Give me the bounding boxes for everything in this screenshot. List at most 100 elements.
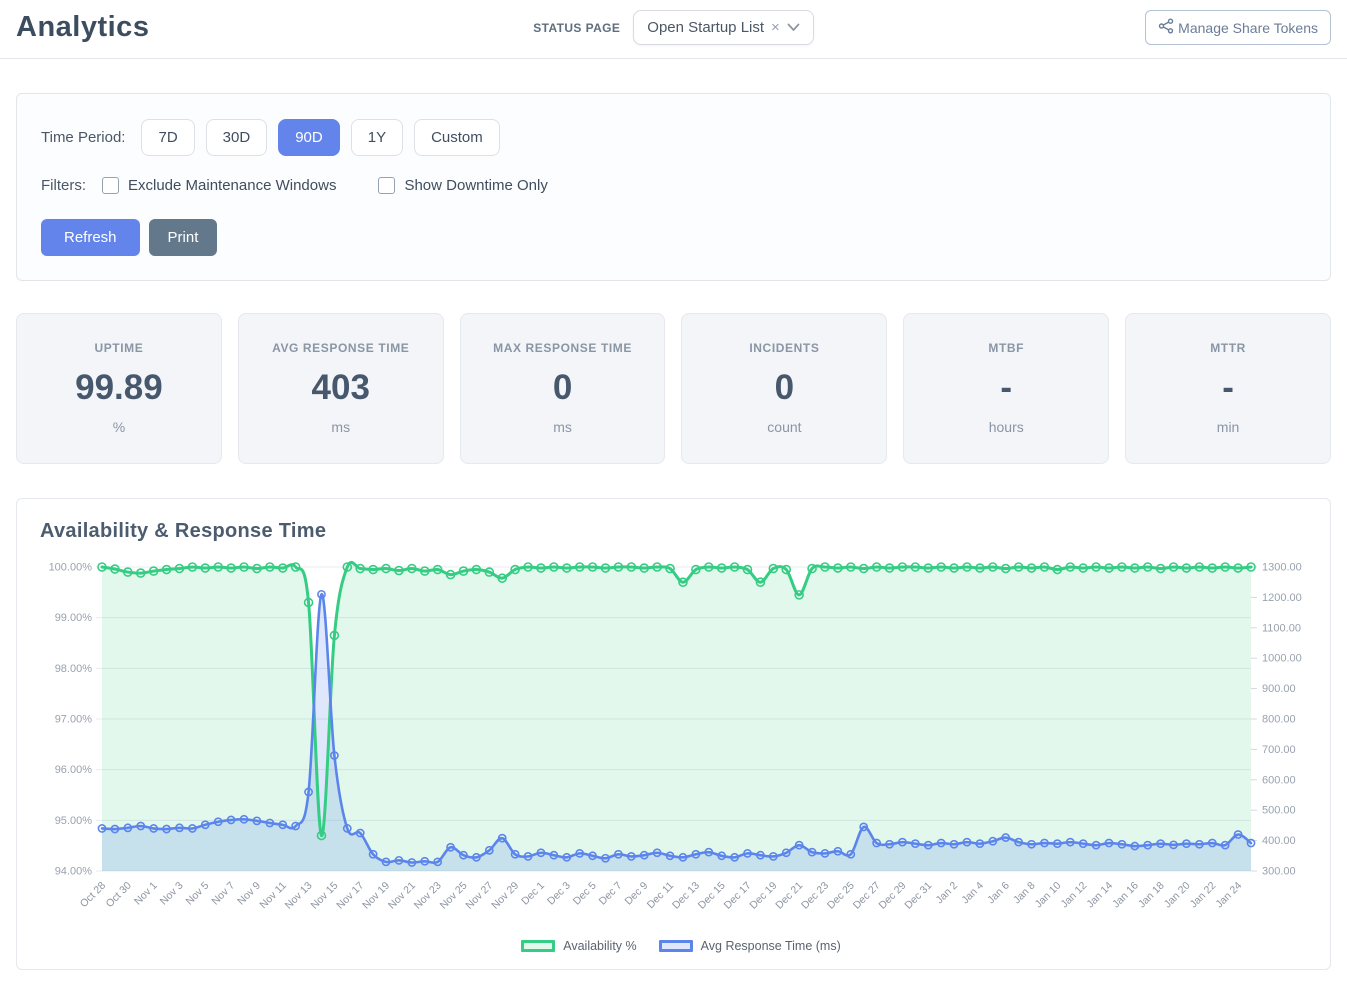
avg-response-time-ms-point bbox=[1207, 838, 1217, 848]
x-axis-tick: Dec 25 bbox=[825, 880, 857, 912]
availability-point bbox=[910, 562, 921, 572]
availability-point bbox=[1233, 563, 1243, 573]
stat-label-uptime: UPTIME bbox=[94, 341, 144, 355]
stat-label-mttr: MTTR bbox=[1210, 341, 1246, 355]
avg-response-time-ms-point bbox=[1117, 839, 1127, 849]
right-axis-tick: 700.00 bbox=[1262, 744, 1296, 756]
avg-response-time-ms-point bbox=[807, 847, 817, 857]
legend-label-avg-response-time-ms: Avg Response Time (ms) bbox=[700, 939, 841, 953]
availability-point bbox=[239, 562, 249, 572]
x-axis-tick: Dec 3 bbox=[545, 880, 573, 908]
clear-selection-icon[interactable]: × bbox=[771, 19, 780, 36]
availability-point bbox=[936, 562, 946, 572]
avg-response-time-ms-point bbox=[1001, 833, 1011, 842]
availability-point bbox=[445, 569, 456, 580]
availability-point bbox=[652, 562, 662, 572]
legend-item-avg-response-time-ms[interactable]: Avg Response Time (ms) bbox=[658, 939, 841, 953]
x-axis-tick: Dec 17 bbox=[722, 880, 754, 912]
avg-response-time-ms-point bbox=[252, 816, 262, 826]
legend-item-availability[interactable]: Availability % bbox=[521, 939, 637, 953]
availability-point bbox=[807, 563, 817, 574]
availability-point bbox=[1207, 563, 1218, 573]
availability-point bbox=[497, 573, 508, 583]
availability-point bbox=[923, 563, 934, 573]
availability-point bbox=[368, 564, 378, 575]
share-icon bbox=[1158, 18, 1174, 37]
x-axis-tick: Dec 7 bbox=[597, 880, 625, 908]
availability-point bbox=[858, 563, 869, 574]
x-axis-tick: Dec 11 bbox=[645, 880, 677, 912]
availability-point bbox=[1168, 562, 1179, 572]
stat-value-mttr: - bbox=[1222, 368, 1234, 407]
time-period-30d-button[interactable]: 30D bbox=[205, 119, 268, 156]
availability-point bbox=[975, 563, 985, 573]
x-axis-tick: Dec 27 bbox=[851, 880, 883, 912]
availability-point bbox=[1065, 562, 1076, 572]
avg-response-time-ms-point bbox=[936, 838, 946, 848]
availability-point bbox=[703, 562, 714, 572]
avg-response-time-ms-point bbox=[743, 848, 752, 858]
x-axis-tick: Oct 28 bbox=[78, 880, 108, 910]
chevron-down-icon bbox=[787, 23, 800, 32]
time-period-1y-button[interactable]: 1Y bbox=[350, 119, 404, 156]
time-period-custom-button[interactable]: Custom bbox=[414, 119, 500, 156]
exclude-maintenance-checkbox-input[interactable] bbox=[102, 177, 119, 194]
stat-unit-max-response-time: ms bbox=[553, 419, 572, 435]
availability-point bbox=[833, 563, 843, 573]
status-page-selected-value: Open Startup List bbox=[647, 19, 765, 36]
avg-response-time-ms-point bbox=[949, 839, 959, 849]
status-page-label: STATUS PAGE bbox=[533, 20, 621, 35]
show-downtime-checkbox[interactable]: Show Downtime Only bbox=[378, 177, 548, 194]
status-page-select[interactable]: Open Startup List × bbox=[633, 10, 814, 45]
availability-point bbox=[639, 563, 650, 573]
availability-point bbox=[600, 563, 611, 573]
refresh-button[interactable]: Refresh bbox=[41, 219, 140, 256]
avg-response-time-ms-point bbox=[329, 751, 339, 760]
manage-share-tokens-button[interactable]: Manage Share Tokens bbox=[1145, 10, 1332, 45]
x-axis-tick: Jan 16 bbox=[1110, 880, 1141, 911]
x-axis-tick: Dec 29 bbox=[877, 880, 909, 912]
availability-point bbox=[213, 562, 223, 572]
stat-unit-avg-response-time: ms bbox=[331, 419, 351, 435]
avg-response-time-ms-point bbox=[162, 824, 171, 834]
availability-point bbox=[755, 577, 766, 588]
stat-card-mttr: MTTR - min bbox=[1125, 313, 1331, 464]
left-axis-tick: 99.00% bbox=[55, 612, 93, 624]
availability-point bbox=[200, 563, 211, 573]
avg-response-time-ms-point bbox=[975, 839, 985, 849]
time-period-7d-button[interactable]: 7D bbox=[141, 119, 195, 156]
x-axis-tick: Jan 12 bbox=[1059, 880, 1090, 911]
avg-response-time-ms-point bbox=[665, 851, 675, 861]
avg-response-time-ms-point bbox=[923, 840, 933, 850]
exclude-maintenance-checkbox[interactable]: Exclude Maintenance Windows bbox=[102, 177, 336, 194]
avg-response-time-ms-point bbox=[317, 589, 326, 599]
show-downtime-checkbox-input[interactable] bbox=[378, 177, 396, 194]
filter-panel: Time Period: 7D 30D 90D 1Y Custom Filters: E… bbox=[16, 93, 1331, 281]
availability-point bbox=[678, 577, 688, 588]
avg-response-time-ms-point bbox=[497, 833, 507, 843]
avg-response-time-ms-point bbox=[200, 820, 210, 830]
availability-point bbox=[587, 562, 598, 572]
availability-point bbox=[897, 562, 908, 572]
x-axis-tick: Nov 5 bbox=[184, 880, 212, 908]
time-period-90d-button[interactable]: 90D bbox=[278, 119, 340, 156]
avg-response-time-ms-point bbox=[1014, 837, 1024, 847]
show-downtime-label: Show Downtime Only bbox=[404, 177, 548, 194]
avg-response-time-ms-line bbox=[100, 593, 1253, 865]
avg-response-time-ms-point bbox=[1027, 839, 1036, 849]
avg-response-time-ms-point bbox=[859, 822, 869, 832]
exclude-maintenance-label: Exclude Maintenance Windows bbox=[128, 177, 337, 194]
availability-point bbox=[1013, 562, 1024, 572]
availability-point bbox=[962, 562, 972, 572]
print-button[interactable]: Print bbox=[148, 219, 218, 256]
x-axis-tick: Jan 10 bbox=[1033, 880, 1064, 911]
x-axis-tick: Jan 2 bbox=[934, 880, 961, 907]
stat-label-incidents: INCIDENTS bbox=[749, 341, 820, 355]
availability-point bbox=[691, 564, 701, 575]
avg-response-time-ms-point bbox=[368, 849, 378, 859]
avg-response-time-ms-point bbox=[962, 837, 972, 847]
availability-point bbox=[303, 597, 314, 608]
availability-point bbox=[394, 565, 404, 576]
stat-card-incidents: INCIDENTS 0 count bbox=[681, 313, 888, 464]
legend-swatch-avg-response-time-ms bbox=[658, 940, 693, 952]
